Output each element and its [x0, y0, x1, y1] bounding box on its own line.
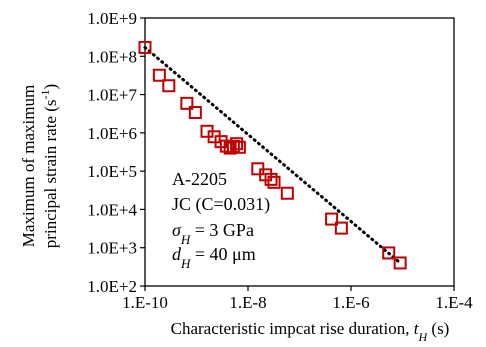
annotation-material: A-2205: [172, 169, 227, 189]
data-point: [152, 68, 166, 82]
y-axis-title-line2: principal strain rate (s-1): [38, 84, 60, 248]
data-point: [188, 106, 202, 120]
y-axis-ticks: 1.0E+9 1.0E+8 1.0E+7 1.0E+6 1.0E+5 1.0E+4 1.0E…: [87, 9, 145, 296]
x-tick-label: 1.E-4: [435, 293, 473, 312]
data-point: [325, 212, 339, 226]
data-point: [138, 40, 152, 54]
data-point: [180, 96, 194, 110]
plot-area: [144, 17, 455, 287]
y-tick-label: 1.0E+3: [87, 239, 137, 258]
data-markers: [138, 40, 407, 270]
data-point: [230, 137, 244, 151]
trendline: [143, 45, 402, 265]
annotation-stress: σH = 3 GPa: [172, 220, 254, 247]
y-tick-label: 1.0E+2: [87, 277, 137, 296]
y-tick-label: 1.0E+8: [87, 47, 137, 66]
x-tick-label: 1.E-8: [229, 293, 266, 312]
y-tick-label: 1.0E+6: [87, 124, 137, 143]
data-point: [382, 246, 396, 260]
x-tick-label: 1.E-6: [332, 293, 369, 312]
annotation-block: A-2205 JC (C=0.031) σH = 3 GPa dH = 40 μ…: [172, 169, 270, 271]
data-point: [162, 79, 176, 93]
x-axis-ticks: 1.E-10 1.E-8 1.E-6 1.E-4: [122, 286, 473, 312]
y-tick-label: 1.0E+9: [87, 9, 137, 28]
data-point: [232, 140, 246, 154]
data-point: [393, 256, 407, 270]
annotation-diameter: dH = 40 μm: [172, 244, 256, 271]
x-axis-title: Characteristic impcat rise duration, tH …: [171, 319, 450, 344]
y-tick-label: 1.0E+5: [87, 162, 137, 181]
y-tick-label: 1.0E+4: [87, 200, 137, 219]
x-tick-label: 1.E-10: [122, 293, 168, 312]
y-axis-title: Maximum of maximum principal strain rate…: [19, 84, 60, 248]
annotation-model: JC (C=0.031): [172, 194, 270, 215]
y-axis-title-line1: Maximum of maximum: [19, 85, 38, 247]
data-point: [280, 186, 294, 200]
data-point: [264, 172, 278, 186]
y-tick-label: 1.0E+7: [87, 86, 137, 105]
data-point: [334, 221, 348, 235]
data-point: [267, 175, 281, 189]
